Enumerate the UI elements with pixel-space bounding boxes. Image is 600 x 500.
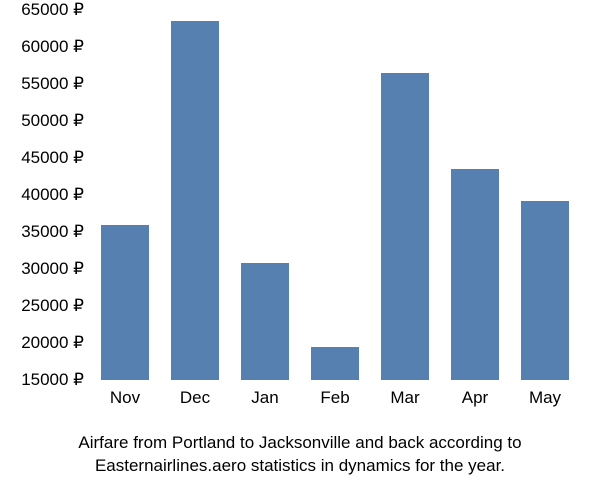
x-tick-label: Nov [110, 388, 140, 408]
x-tick-label: Feb [320, 388, 349, 408]
x-tick-label: Mar [390, 388, 419, 408]
bar [451, 169, 499, 380]
y-tick-label: 50000 ₽ [4, 111, 84, 131]
x-tick-label: May [529, 388, 561, 408]
y-tick-label: 25000 ₽ [4, 296, 84, 316]
y-tick-label: 35000 ₽ [4, 222, 84, 242]
x-tick-label: Dec [180, 388, 210, 408]
y-tick-label: 15000 ₽ [4, 370, 84, 390]
bar [381, 73, 429, 380]
bar [171, 21, 219, 380]
bars-container [90, 10, 580, 380]
y-tick-label: 55000 ₽ [4, 74, 84, 94]
y-tick-label: 20000 ₽ [4, 333, 84, 353]
y-tick-label: 30000 ₽ [4, 259, 84, 279]
bar [101, 225, 149, 380]
bar [521, 201, 569, 380]
airfare-bar-chart: 15000 ₽ 20000 ₽ 25000 ₽ 30000 ₽ 35000 ₽ 40000… [0, 0, 600, 500]
chart-caption: Airfare from Portland to Jacksonville an… [0, 432, 600, 478]
y-tick-label: 60000 ₽ [4, 37, 84, 57]
y-tick-label: 45000 ₽ [4, 148, 84, 168]
x-tick-label: Jan [251, 388, 278, 408]
plot-area [90, 10, 580, 380]
x-tick-label: Apr [462, 388, 488, 408]
y-tick-label: 65000 ₽ [4, 0, 84, 20]
bar [241, 263, 289, 380]
bar [311, 347, 359, 380]
y-tick-label: 40000 ₽ [4, 185, 84, 205]
